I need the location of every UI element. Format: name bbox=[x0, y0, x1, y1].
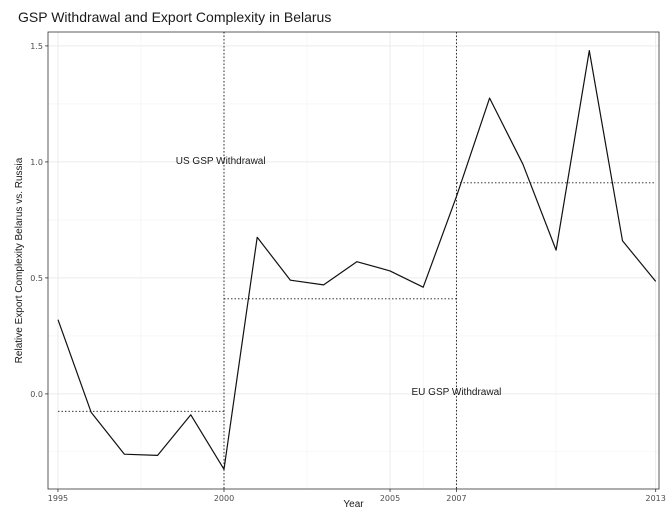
annotation-label: EU GSP Withdrawal bbox=[412, 387, 502, 398]
x-tick-label: 2007 bbox=[446, 494, 466, 503]
chart-title: GSP Withdrawal and Export Complexity in … bbox=[18, 9, 332, 25]
x-tick-label: 2005 bbox=[380, 494, 400, 503]
y-tick-label: 0.0 bbox=[30, 390, 43, 399]
panel-border bbox=[47, 31, 660, 490]
x-tick-label: 2013 bbox=[645, 494, 665, 503]
y-tick-label: 0.5 bbox=[30, 274, 43, 283]
x-tick-label: 2000 bbox=[214, 494, 234, 503]
y-tick-label: 1.0 bbox=[30, 158, 43, 167]
x-axis-title: Year bbox=[343, 499, 364, 510]
x-tick-label: 1995 bbox=[48, 494, 68, 503]
plot-panel bbox=[48, 32, 659, 489]
annotation-label: US GSP Withdrawal bbox=[176, 156, 266, 167]
y-tick-label: 1.5 bbox=[30, 42, 43, 51]
series-line bbox=[57, 49, 657, 470]
y-axis-title: Relative Export Complexity Belarus vs. R… bbox=[14, 157, 25, 363]
